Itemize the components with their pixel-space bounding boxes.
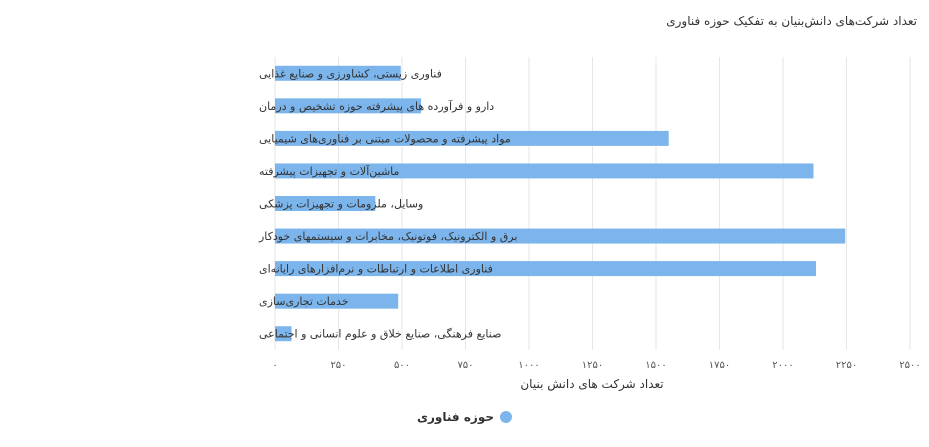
x-tick-label: ۲۰۰۰ <box>772 360 793 371</box>
bar[interactable] <box>275 196 376 211</box>
category-labels: فناوری زیستی، کشاورزی و صنایع غذایی دارو … <box>258 67 517 340</box>
bar[interactable] <box>275 98 422 114</box>
legend-swatch-icon <box>499 411 512 423</box>
category-label: خدمات تجاری‌سازی <box>259 295 349 308</box>
category-label: دارو و فرآورده های پیشرفته حوزه تشخیص و … <box>259 99 494 113</box>
x-axis-title: تعداد شرکت های دانش بنیان <box>520 377 663 392</box>
legend: حوزه فناوری <box>0 410 929 426</box>
x-tick-label: ۱۵۰۰ <box>645 360 666 371</box>
category-label: فناوری اطلاعات و ارتباطات و نرم‌افزارهای… <box>259 263 493 276</box>
bar[interactable] <box>275 326 292 342</box>
x-tick-labels: ۰ ۲۵۰ ۵۰۰ ۷۵۰ ۱۰۰۰ ۱۲۵۰ ۱۵۰۰ ۱۷۵۰ ۲۰۰۰ ۲۲۵۰ ۲۵۰۰ <box>272 360 920 371</box>
x-tick-label: ۰ <box>272 360 277 371</box>
x-tick-label: ۷۵۰ <box>457 360 473 371</box>
bar[interactable] <box>275 130 669 146</box>
x-tick-label: ۲۵۰۰ <box>899 360 920 371</box>
x-tick-label: ۲۲۵۰ <box>836 360 857 371</box>
category-label: ماشین‌آلات و تجهیزات پیشرفته <box>259 164 400 178</box>
category-label: برق و الکترونیک، فوتونیک، مخابرات و سیست… <box>258 230 517 243</box>
category-label: وسایل، ملزومات و تجهیزات پزشکی <box>259 198 423 211</box>
x-tick-label: ۱۰۰۰ <box>518 360 539 371</box>
bar[interactable] <box>275 293 399 309</box>
x-tick-label: ۵۰۰ <box>394 360 410 371</box>
bar[interactable] <box>275 228 846 244</box>
legend-label: حوزه فناوری <box>417 410 494 424</box>
category-label: صنایع فرهنگی، صنایع خلاق و علوم انسانی و… <box>259 328 501 341</box>
x-tick-label: ۱۷۵۰ <box>709 360 730 371</box>
bar[interactable] <box>275 261 817 277</box>
category-label: فناوری زیستی، کشاورزی و صنایع غذایی <box>259 67 442 80</box>
bar[interactable] <box>275 65 401 81</box>
x-tick-label: ۱۲۵۰ <box>582 360 603 371</box>
category-label: مواد پیشرفته و محصولات مبتنی بر فناوری‌ه… <box>259 132 511 145</box>
x-tick-label: ۲۵۰ <box>330 360 346 371</box>
bar[interactable] <box>275 163 814 179</box>
legend-item[interactable]: حوزه فناوری <box>417 410 512 424</box>
chart-title: تعداد شرکت‌های دانش‌بنیان به تفکیک حوزه … <box>666 14 917 28</box>
bar-series <box>275 65 846 342</box>
